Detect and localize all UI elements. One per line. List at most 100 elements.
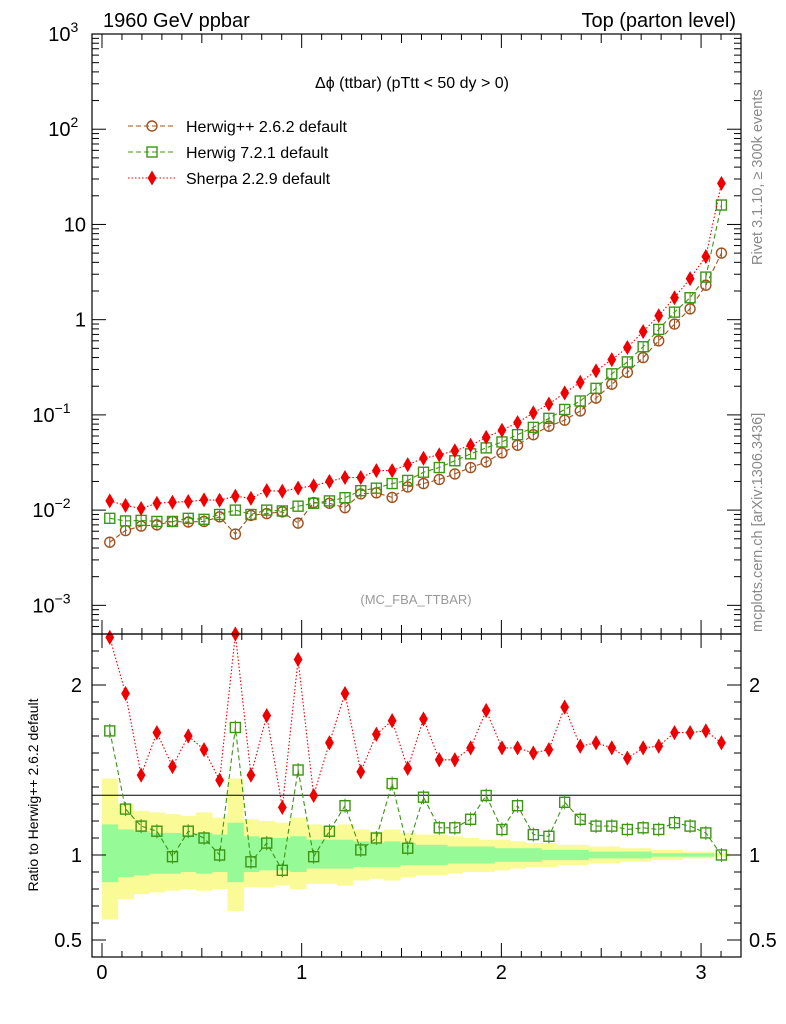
mcplots-label: mcplots.cern.ch [arXiv:1306.3436] [750, 413, 766, 632]
marker-diamond [434, 752, 444, 768]
y-tick-label: 1 [75, 310, 86, 332]
analysis-id: (MC_FBA_TTBAR) [360, 592, 471, 607]
marker-diamond [685, 271, 695, 287]
marker-diamond [356, 764, 366, 780]
marker-diamond [481, 429, 491, 445]
band-bin [556, 849, 574, 861]
marker-diamond [638, 740, 648, 756]
marker-diamond [387, 713, 397, 729]
marker-diamond [246, 490, 256, 506]
marker-diamond [309, 787, 319, 804]
marker-square [496, 823, 508, 836]
marker-square [402, 474, 414, 487]
x-tick-label: 2 [496, 962, 507, 984]
marker-square [637, 822, 649, 834]
marker-diamond [528, 405, 538, 421]
band-bin [666, 853, 683, 857]
x-tick-label: 3 [695, 962, 706, 984]
x-tick-label: 1 [296, 962, 307, 984]
marker-diamond [685, 725, 695, 741]
marker-circle [558, 414, 571, 426]
main-y-axis: 10−3 10−2 10−1 1 10 102 103 [32, 19, 741, 635]
marker-square [261, 837, 273, 849]
marker-square [433, 461, 445, 474]
marker-square [146, 146, 158, 158]
marker-square [386, 777, 398, 790]
marker-diamond [717, 735, 726, 751]
marker-diamond [199, 742, 209, 758]
marker-square [590, 820, 602, 832]
ratio-frame [91, 633, 742, 958]
marker-square [119, 803, 132, 815]
marker-square [323, 825, 336, 837]
marker-diamond [591, 363, 601, 379]
y-tick-label: 0.5 [54, 930, 82, 952]
ratio-y-axis: 0.5 0.5 1 1 2 2 [54, 633, 777, 958]
marker-diamond [277, 483, 287, 499]
marker-circle [653, 335, 665, 347]
band-bin [525, 848, 542, 862]
marker-square [213, 508, 226, 521]
marker-diamond [340, 685, 350, 702]
marker-diamond [199, 492, 209, 508]
marker-square [292, 500, 304, 512]
ratio-series-0 [104, 720, 728, 878]
band-bin [588, 851, 605, 859]
y-tick-label-right: 2 [749, 675, 760, 697]
band-bin [509, 848, 526, 862]
marker-diamond [497, 422, 507, 438]
marker-diamond [371, 726, 381, 742]
ratio-panel: 0.5 0.5 1 1 2 2 0 1 2 3 Ratio to Herwig++ 2.6.2 … [25, 626, 777, 984]
marker-diamond [607, 740, 617, 756]
marker-diamond [246, 767, 256, 783]
y-tick-label: 10−2 [32, 495, 70, 522]
marker-square [464, 813, 477, 825]
marker-circle [449, 468, 461, 480]
legend-entry: Herwig 7.2.1 default [128, 145, 329, 162]
band-bin [494, 848, 511, 862]
marker-square [135, 820, 147, 832]
marker-square [653, 323, 665, 336]
marker-square [104, 512, 116, 525]
band-bin [446, 846, 464, 864]
marker-diamond [325, 473, 334, 489]
marker-diamond [356, 469, 366, 486]
marker-square [449, 822, 461, 834]
y-tick-label: 103 [48, 19, 78, 46]
marker-diamond [121, 685, 130, 702]
marker-diamond [575, 374, 585, 390]
rivet-label: Rivet 3.1.10, ≥ 300k events [750, 89, 766, 265]
marker-square [151, 825, 163, 837]
band-bin [572, 849, 589, 861]
marker-square [355, 844, 367, 856]
marker-square [668, 306, 681, 318]
marker-square [276, 864, 289, 876]
marker-square [558, 796, 571, 808]
marker-diamond [262, 483, 272, 499]
marker-square [104, 725, 116, 737]
ratio-series-layer [104, 626, 728, 878]
marker-diamond [654, 308, 664, 324]
marker-diamond [622, 750, 632, 766]
marker-diamond [466, 740, 476, 756]
band-bin [101, 824, 119, 883]
marker-circle [496, 447, 508, 459]
ratio-series-1 [105, 626, 726, 815]
marker-diamond [152, 725, 162, 741]
marker-diamond [371, 463, 381, 479]
marker-diamond [325, 735, 334, 751]
marker-circle [480, 456, 492, 468]
marker-square [339, 800, 351, 812]
marker-square [166, 515, 179, 528]
marker-diamond [450, 752, 460, 768]
series-1 [104, 199, 728, 528]
marker-diamond [262, 708, 272, 724]
marker-diamond [183, 494, 193, 510]
marker-diamond [513, 415, 522, 431]
marker-square [527, 828, 540, 841]
marker-square [715, 849, 728, 861]
marker-square [307, 497, 320, 509]
band-bin [603, 851, 621, 859]
marker-diamond [293, 651, 303, 668]
